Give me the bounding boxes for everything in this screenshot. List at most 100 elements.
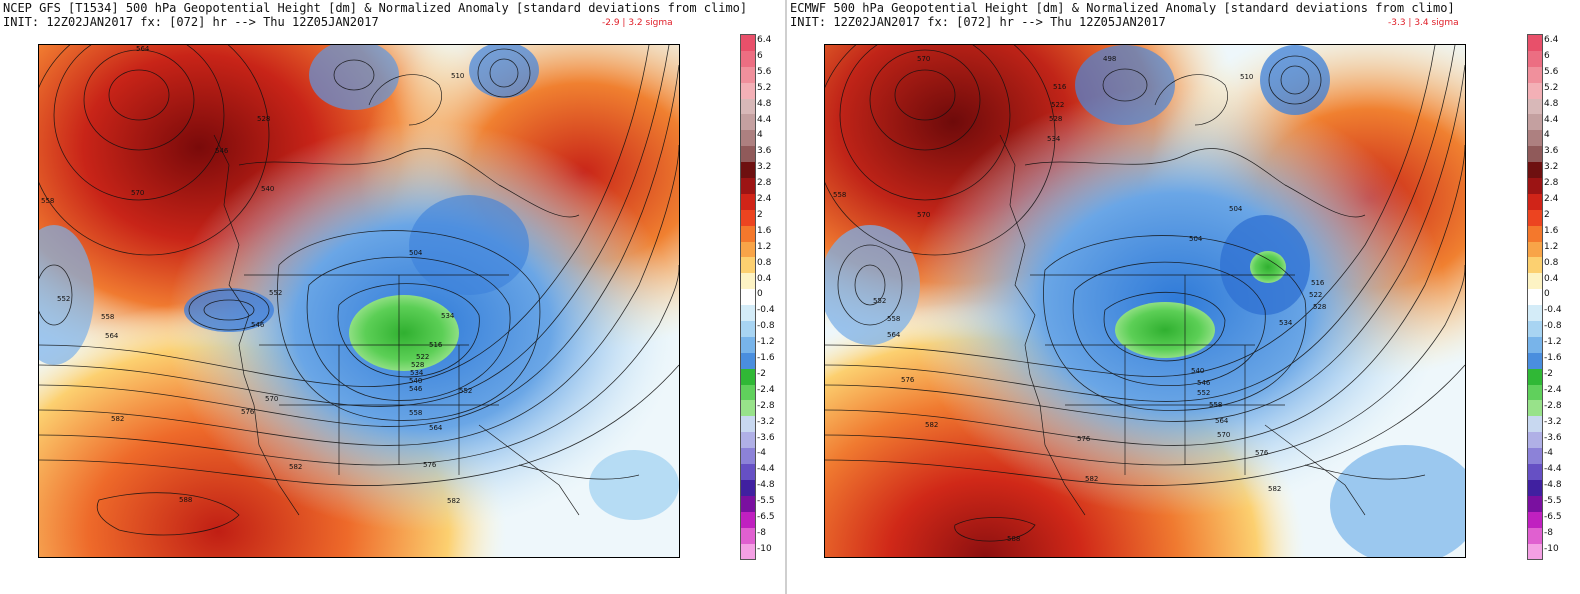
ecmwf-colorbar-swatch [1528, 432, 1542, 449]
ecmwf-contour-label: 570 [917, 211, 930, 219]
ecmwf-contour-label: 576 [901, 376, 915, 384]
ecmwf-colorbar-swatch [1528, 241, 1542, 258]
ecmwf-colorbar-tick-label: -1.6 [1544, 353, 1562, 363]
gfs-colorbar-tick-label: 4.4 [757, 114, 772, 125]
gfs-colorbar-tick-label: -5.5 [757, 496, 775, 507]
ecmwf-contour-label: 510 [1240, 73, 1253, 81]
gfs-colorbar-tick-label: -2.4 [757, 384, 775, 395]
gfs-colorbar-swatch [741, 305, 755, 322]
ecmwf-colorbar-swatch [1528, 209, 1542, 226]
ecmwf-contour-label: 558 [1209, 401, 1222, 409]
gfs-colorbar-swatch [741, 178, 755, 194]
ecmwf-colorbar-tick-label: -2 [1544, 368, 1553, 379]
gfs-colorbar-swatch [741, 384, 755, 401]
gfs-contour-label: 582 [111, 415, 124, 423]
gfs-colorbar-tick-label: -8 [757, 527, 766, 538]
gfs-sigma-range: -2.9 | 3.2 sigma [602, 18, 673, 28]
gfs-contour-label: 552 [459, 387, 472, 395]
gfs-colorbar-tick-label: -1.2 [757, 337, 775, 348]
ecmwf-contour-label: 504 [1229, 205, 1243, 213]
gfs-colorbar-swatch [741, 527, 755, 544]
gfs-contour-label: 540 [409, 377, 422, 385]
ecmwf-contour-label: 564 [887, 331, 901, 339]
ecmwf-colorbar-swatch [1528, 193, 1542, 210]
gfs-contour-label: 522 [416, 353, 429, 361]
ecmwf-colorbar-swatch [1528, 130, 1542, 147]
ecmwf-colorbar-swatch [1528, 146, 1542, 163]
ecmwf-contour-label: 552 [873, 297, 886, 305]
gfs-contour-label: 564 [105, 332, 119, 340]
gfs-colorbar-swatch [741, 50, 755, 67]
gfs-colorbar-tick-label: -4 [757, 448, 766, 459]
gfs-colorbar-tick-label: 3.6 [757, 146, 772, 157]
gfs-colorbar-tick-label: 2.8 [757, 178, 772, 189]
gfs-colorbar-swatch [741, 479, 755, 496]
gfs-colorbar-swatch [741, 416, 755, 433]
ecmwf-colorbar-tick-label: 6 [1544, 50, 1550, 61]
ecmwf-colorbar-swatch [1528, 162, 1542, 179]
ecmwf-colorbar-tick-label: 5.6 [1544, 66, 1559, 77]
ecmwf-contour-label: 522 [1309, 291, 1322, 299]
ecmwf-contour-label: 534 [1047, 135, 1061, 143]
gfs-colorbar-tick-label: 3.2 [757, 162, 772, 173]
ecmwf-colorbar-tick-label: 2.8 [1544, 178, 1559, 189]
ecmwf-colorbar-swatch [1528, 384, 1542, 401]
gfs-colorbar-tick-label: -1.6 [757, 353, 775, 363]
ecmwf-contour-label: 564 [1215, 417, 1229, 425]
ecmwf-colorbar-swatch [1528, 82, 1542, 99]
gfs-colorbar-swatch [741, 225, 755, 242]
gfs-colorbar-swatch [741, 146, 755, 163]
ecmwf-colorbar-swatch [1528, 527, 1542, 544]
ecmwf-contour-label: 588 [1007, 535, 1020, 543]
ecmwf-contour-label: 528 [1313, 303, 1326, 311]
gfs-contour-label: 540 [261, 185, 274, 193]
ecmwf-panel: ECMWF 500 hPa Geopotential Height [dm] &… [787, 0, 1580, 594]
ecmwf-colorbar-swatch [1528, 336, 1542, 353]
ecmwf-colorbar-tick-label: -6.5 [1544, 512, 1562, 522]
gfs-contour-label: 510 [451, 72, 464, 80]
gfs-colorbar-swatch [741, 98, 755, 115]
ecmwf-contour-label: 534 [1279, 319, 1293, 327]
gfs-contour-label: 570 [131, 189, 144, 197]
ecmwf-colorbar-tick-label: 0.8 [1544, 257, 1559, 268]
gfs-contour-label: 570 [265, 395, 278, 403]
gfs-colorbar-swatch [741, 289, 755, 306]
gfs-contour-label: 588 [179, 496, 192, 504]
gfs-colorbar-tick-label: -4.4 [757, 464, 775, 475]
ecmwf-colorbar-tick-label: 0.4 [1544, 273, 1559, 284]
ecmwf-contour-label: 522 [1051, 101, 1064, 109]
ecmwf-contour-label: 570 [1217, 431, 1230, 439]
ecmwf-colorbar-swatch [1528, 273, 1542, 290]
gfs-colorbar-tick-label: 6 [757, 50, 763, 61]
gfs-colorbar-swatch [741, 464, 755, 480]
ecmwf-colorbar-swatch [1528, 368, 1542, 385]
ecmwf-colorbar-tick-label: 4 [1544, 130, 1550, 141]
ecmwf-colorbar-tick-label: -10 [1544, 543, 1559, 554]
gfs-colorbar-swatch [741, 511, 755, 528]
gfs-contour-label: 576 [423, 461, 437, 469]
gfs-colorbar-tick-label: 5.2 [757, 82, 772, 93]
ecmwf-colorbar-swatch [1528, 225, 1542, 242]
ecmwf-colorbar-tick-label: -4 [1544, 448, 1553, 459]
ecmwf-colorbar-swatch [1528, 543, 1542, 560]
gfs-contour-label: 582 [289, 463, 302, 471]
ecmwf-contour-label: 546 [1197, 379, 1211, 387]
ecmwf-colorbar-tick-label: -2.4 [1544, 384, 1562, 395]
gfs-contour-label: 528 [257, 115, 270, 123]
ecmwf-colorbar-swatch [1528, 305, 1542, 322]
gfs-colorbar-swatch [741, 66, 755, 83]
ecmwf-colorbar-tick-label: -4.8 [1544, 480, 1562, 491]
gfs-map: 564 570 558 552 546 540 558 564 552 546 … [38, 44, 680, 558]
ecmwf-colorbar-tick-label: -0.4 [1544, 305, 1562, 316]
ecmwf-contour-label: 576 [1077, 435, 1091, 443]
gfs-colorbar-swatch [741, 82, 755, 99]
ecmwf-colorbar-swatch [1528, 50, 1542, 67]
gfs-colorbar-swatch [741, 35, 755, 51]
gfs-colorbar-swatch [741, 368, 755, 385]
gfs-colorbar-swatch [741, 273, 755, 290]
gfs-colorbar-swatch [741, 321, 755, 337]
ecmwf-contour-label: 498 [1103, 55, 1116, 63]
ecmwf-colorbar-tick-label: 4.4 [1544, 114, 1559, 125]
ecmwf-contour-label: 516 [1053, 83, 1067, 91]
ecmwf-colorbar-tick-label: 6.4 [1544, 35, 1559, 45]
